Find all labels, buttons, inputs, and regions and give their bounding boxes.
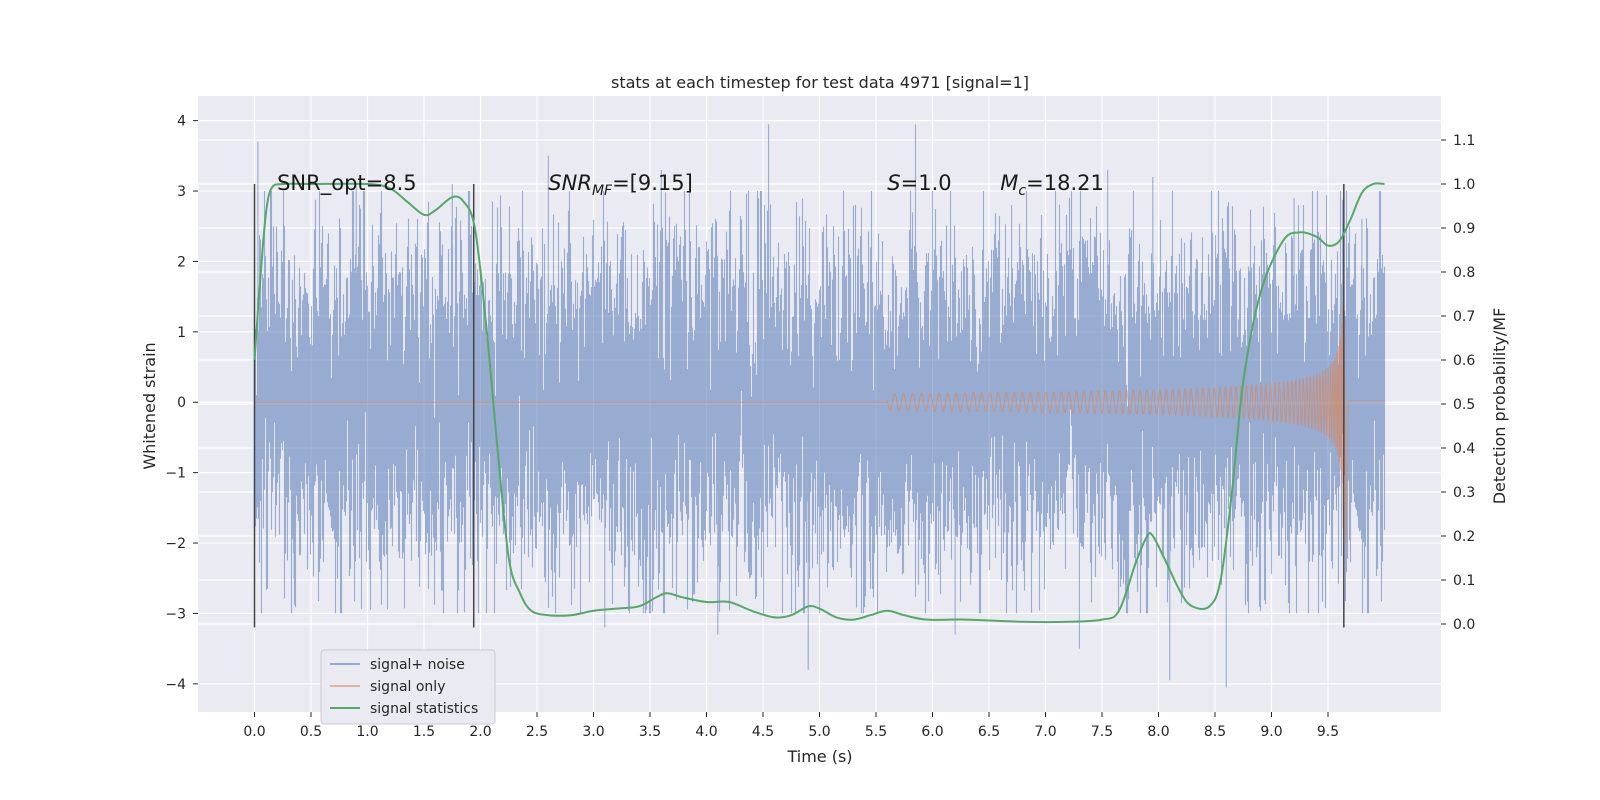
x-tick-label: 0.5 xyxy=(300,724,322,740)
legend-box xyxy=(320,649,496,725)
annotation-text: SNRMF=[9.15] xyxy=(548,171,693,199)
x-tick-label: 2.5 xyxy=(526,724,548,740)
x-tick-label: 0.0 xyxy=(243,724,265,740)
annotation-text: S=1.0 xyxy=(887,171,951,195)
legend-label-noise: signal+ noise xyxy=(370,657,465,673)
y-right-tick-label: 0.8 xyxy=(1453,265,1475,281)
y-tick-label: 3 xyxy=(177,184,186,200)
x-tick-label: 9.5 xyxy=(1317,724,1339,740)
y-tick-label: 1 xyxy=(177,325,186,341)
annotations: SNR_opt=8.5 SNRMF=[9.15] S=1.0 Mc=18.21 xyxy=(277,171,1104,199)
x-tick-label: 3.0 xyxy=(582,724,604,740)
y-right-tick-label: 1.1 xyxy=(1453,133,1475,149)
x-tick-label: 9.0 xyxy=(1260,724,1282,740)
y-tick-label: −3 xyxy=(165,606,186,622)
y-tick-label: −2 xyxy=(165,536,186,552)
x-axis-ticks: 0.0 0.5 1.0 1.5 2.0 2.5 3.0 3.5 4.0 4.5 5.0 5.5 6.0 6… xyxy=(243,712,1339,740)
x-tick-label: 3.5 xyxy=(639,724,661,740)
statistics-trace xyxy=(253,182,1385,624)
annotation-text: Mc=18.21 xyxy=(1000,171,1104,199)
y-axis-right-label: Detection probability/MF xyxy=(1490,308,1509,505)
y-axis-label: Whitened strain xyxy=(140,342,159,469)
y-tick-label: 2 xyxy=(177,254,186,270)
annotation-text: SNR_opt=8.5 xyxy=(277,171,417,196)
x-tick-label: 4.5 xyxy=(752,724,774,740)
y-tick-label: 0 xyxy=(177,395,186,411)
x-tick-label: 1.0 xyxy=(356,724,378,740)
legend: signal+ noise signal only signal statist… xyxy=(320,649,496,725)
y-right-tick-label: 0.7 xyxy=(1453,309,1475,325)
x-tick-label: 6.5 xyxy=(978,724,1000,740)
y-tick-label: 4 xyxy=(177,114,186,130)
x-tick-label: 7.5 xyxy=(1091,724,1113,740)
y-right-tick-label: 0.4 xyxy=(1453,441,1475,457)
x-tick-label: 2.0 xyxy=(469,724,491,740)
chart-title: stats at each timestep for test data 497… xyxy=(611,73,1029,92)
x-tick-label: 7.0 xyxy=(1034,724,1056,740)
x-tick-label: 8.0 xyxy=(1147,724,1169,740)
y-axis-ticks: 4 3 2 1 0 −1 −2 −3 −4 xyxy=(165,114,198,693)
y-right-tick-label: 0.9 xyxy=(1453,221,1475,237)
x-tick-label: 8.5 xyxy=(1204,724,1226,740)
y-tick-label: −4 xyxy=(165,677,186,693)
signal-statistics-series xyxy=(253,182,1385,624)
y-right-tick-label: 0.5 xyxy=(1453,397,1475,413)
vertical-markers xyxy=(253,184,1345,628)
y-right-tick-label: 0.0 xyxy=(1453,617,1475,633)
y-right-tick-label: 0.2 xyxy=(1453,529,1475,545)
x-tick-label: 5.0 xyxy=(808,724,830,740)
y-axis-right-ticks: 1.1 1.0 0.9 0.8 0.7 0.6 0.5 0.4 0.3 0.2 0.1 0.0 xyxy=(1441,133,1475,633)
x-tick-label: 1.5 xyxy=(413,724,435,740)
y-right-tick-label: 1.0 xyxy=(1453,177,1475,193)
y-tick-label: −1 xyxy=(165,466,186,482)
signal-trace xyxy=(886,281,1385,544)
x-tick-label: 5.5 xyxy=(865,724,887,740)
legend-label-stats: signal statistics xyxy=(370,701,478,717)
legend-label-signal: signal only xyxy=(370,679,445,695)
x-tick-label: 6.0 xyxy=(921,724,943,740)
signal-only-series xyxy=(254,281,1385,544)
y-right-tick-label: 0.6 xyxy=(1453,353,1475,369)
x-tick-label: 4.0 xyxy=(695,724,717,740)
x-axis-label: Time (s) xyxy=(786,747,852,766)
y-right-tick-label: 0.3 xyxy=(1453,485,1475,501)
y-right-tick-label: 0.1 xyxy=(1453,573,1475,589)
